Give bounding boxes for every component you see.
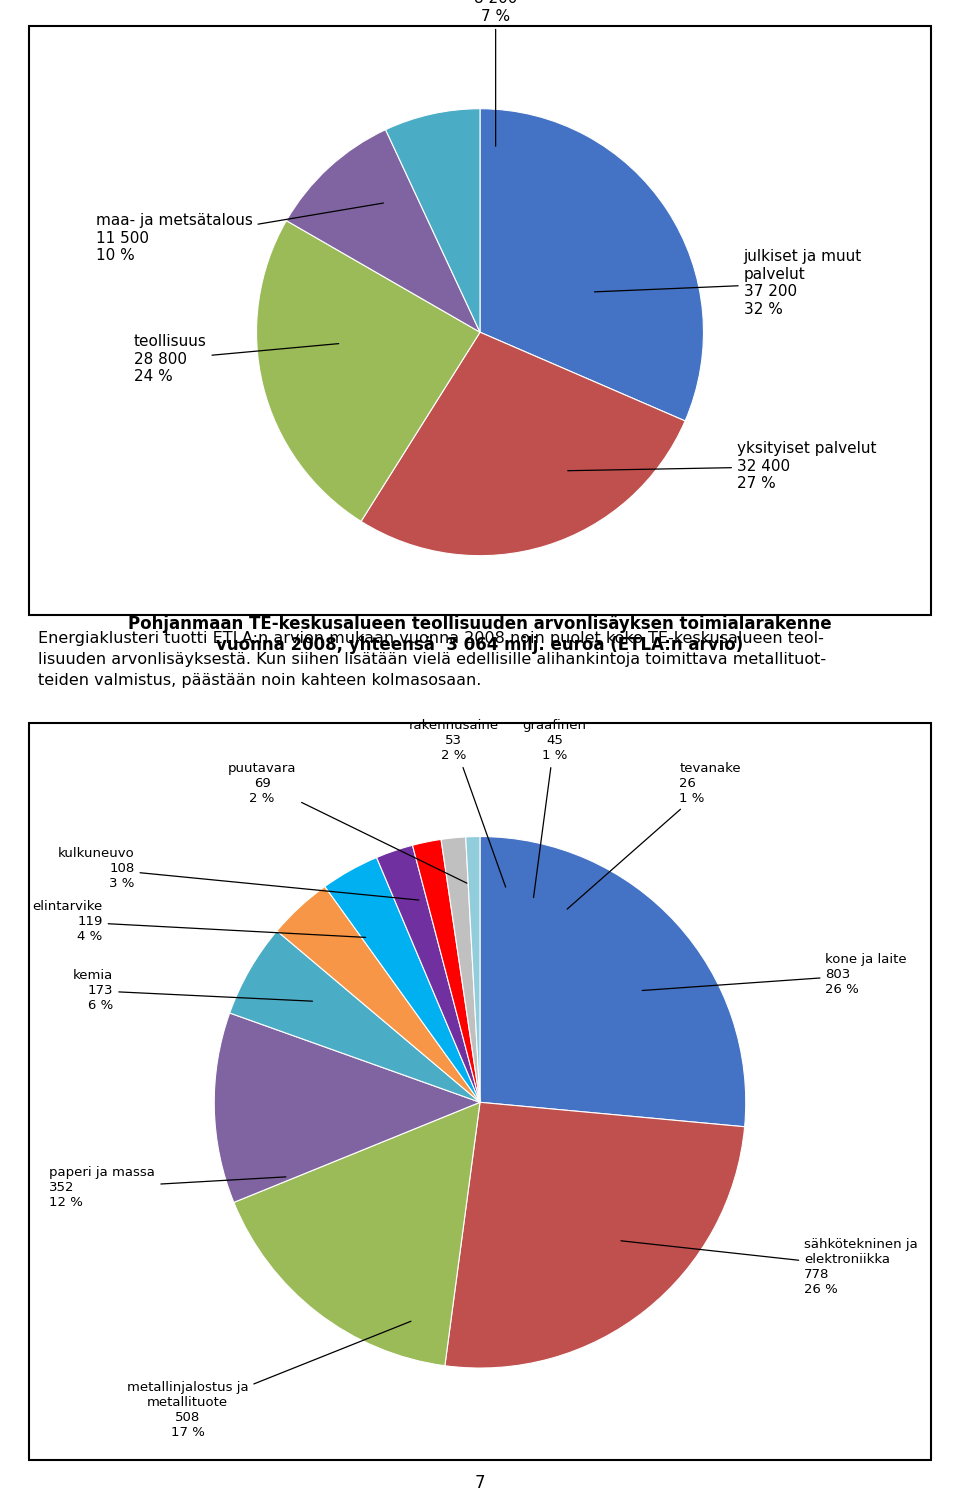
Text: puutavara
69
2 %: puutavara 69 2 % bbox=[228, 761, 467, 883]
Wedge shape bbox=[276, 886, 480, 1102]
Wedge shape bbox=[286, 130, 480, 332]
Text: julkiset ja muut
palvelut
37 200
32 %: julkiset ja muut palvelut 37 200 32 % bbox=[594, 249, 862, 317]
Text: kulkuneuvo
108
3 %: kulkuneuvo 108 3 % bbox=[58, 847, 419, 900]
Text: kemia
173
6 %: kemia 173 6 % bbox=[73, 969, 312, 1012]
Wedge shape bbox=[480, 837, 746, 1126]
Text: paperi ja massa
352
12 %: paperi ja massa 352 12 % bbox=[50, 1166, 286, 1210]
Text: yksityiset palvelut
32 400
27 %: yksityiset palvelut 32 400 27 % bbox=[567, 441, 876, 491]
Wedge shape bbox=[441, 837, 480, 1102]
Wedge shape bbox=[386, 109, 480, 332]
Text: Energiaklusteri tuotti ETLA:n arvion mukaan vuonna 2008 noin puolet koko TE-kesk: Energiaklusteri tuotti ETLA:n arvion muk… bbox=[38, 631, 827, 689]
Text: rakennusaine
53
2 %: rakennusaine 53 2 % bbox=[408, 719, 506, 886]
Wedge shape bbox=[256, 220, 480, 521]
Wedge shape bbox=[234, 1102, 480, 1365]
Text: 7: 7 bbox=[475, 1474, 485, 1492]
Wedge shape bbox=[229, 930, 480, 1102]
Wedge shape bbox=[413, 840, 480, 1102]
Title: Pohjanmaan TE-keskusalueen teollisuuden arvonlisäyksen toimialarakenne
vuonna 20: Pohjanmaan TE-keskusalueen teollisuuden … bbox=[129, 615, 831, 654]
Text: elintarvike
119
4 %: elintarvike 119 4 % bbox=[33, 900, 366, 944]
Wedge shape bbox=[466, 837, 480, 1102]
Wedge shape bbox=[214, 1013, 480, 1202]
Wedge shape bbox=[324, 858, 480, 1102]
Wedge shape bbox=[376, 846, 480, 1102]
Wedge shape bbox=[444, 1102, 745, 1368]
Text: sähkötekninen ja
elektroniikka
778
26 %: sähkötekninen ja elektroniikka 778 26 % bbox=[621, 1238, 918, 1296]
Wedge shape bbox=[480, 109, 704, 421]
Text: teollisuus
28 800
24 %: teollisuus 28 800 24 % bbox=[133, 334, 339, 384]
Wedge shape bbox=[361, 332, 685, 556]
Text: tevanake
26
1 %: tevanake 26 1 % bbox=[567, 761, 741, 909]
Text: graafinen
45
1 %: graafinen 45 1 % bbox=[522, 719, 587, 897]
Text: metallinjalostus ja
metallituote
508
17 %: metallinjalostus ja metallituote 508 17 … bbox=[127, 1321, 411, 1439]
Text: rakentaminen
8 200
7 %: rakentaminen 8 200 7 % bbox=[443, 0, 549, 146]
Text: maa- ja metsätalous
11 500
10 %: maa- ja metsätalous 11 500 10 % bbox=[96, 202, 383, 263]
Text: kone ja laite
803
26 %: kone ja laite 803 26 % bbox=[642, 953, 907, 997]
